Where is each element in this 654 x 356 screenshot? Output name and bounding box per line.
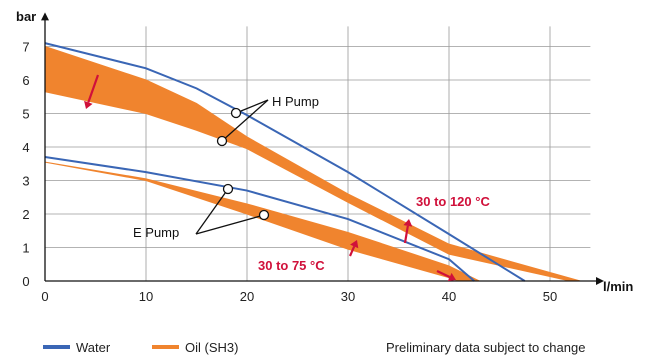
legend-water-label: Water (76, 339, 111, 355)
axes (41, 12, 604, 285)
oil-bands (44, 45, 581, 282)
arrow-h-pump-oil-head (84, 100, 93, 109)
h-pump-marker-oil (216, 135, 228, 147)
y-axis-arrowhead (41, 12, 49, 21)
arrow-h-pump-oil (84, 74, 100, 109)
y-tick-2: 2 (22, 207, 29, 222)
arrow-high-range-head (403, 219, 413, 227)
temp-range-high-label: 30 to 120 °C (416, 194, 490, 209)
y-tick-5: 5 (22, 107, 29, 122)
grid-lines (45, 26, 591, 281)
arrow-low-range (348, 240, 359, 257)
footnote: Preliminary data subject to change (386, 339, 586, 355)
legend-oil: Oil (SH3) (152, 338, 238, 356)
h-pump-leader-oil (221, 99, 269, 142)
arrow-e-pump-end-shaft (436, 270, 451, 278)
legend-oil-swatch (152, 345, 179, 349)
h-pump-leader-water (235, 99, 269, 114)
arrow-h-pump-oil-shaft (87, 74, 100, 103)
h-pump-leaders (216, 99, 269, 147)
water-curves (44, 42, 526, 282)
legend-oil-label: Oil (SH3) (185, 339, 239, 355)
legend-water-swatch (43, 345, 70, 349)
h-pump-label: H Pump (272, 94, 319, 109)
arrow-low-range-shaft (348, 245, 356, 257)
e-pump-leader-water (195, 188, 229, 235)
legend-water: Water (43, 338, 110, 356)
x-axis-label: l/min (603, 279, 633, 294)
h-pump-marker-water (230, 107, 242, 119)
arrow-low-range-head (350, 240, 359, 249)
x-tick-30: 30 (341, 289, 355, 304)
e-pump-leader-oil (195, 214, 265, 235)
oil-band-h-pump (44, 45, 581, 282)
tick-labels: 0 10 20 30 40 50 0 1 2 3 4 5 6 7 (22, 40, 557, 305)
arrow-e-pump-end (436, 270, 456, 282)
arrow-e-pump-end-head (447, 272, 456, 282)
e-pump-label: E Pump (133, 225, 179, 240)
temperature-arrows (84, 74, 456, 282)
e-pump-leaders (195, 183, 270, 235)
x-tick-0: 0 (41, 289, 48, 304)
y-axis-label: bar (16, 9, 36, 24)
water-curve-e-pump (44, 156, 475, 282)
y-tick-0: 0 (22, 274, 29, 289)
x-tick-50: 50 (543, 289, 557, 304)
y-tick-1: 1 (22, 241, 29, 256)
y-tick-6: 6 (22, 73, 29, 88)
temp-range-low-label: 30 to 75 °C (258, 258, 325, 273)
e-pump-marker-water (222, 183, 234, 195)
y-tick-7: 7 (22, 40, 29, 55)
y-tick-4: 4 (22, 140, 29, 155)
y-tick-3: 3 (22, 174, 29, 189)
arrow-high-range-shaft (403, 225, 409, 244)
x-tick-20: 20 (240, 289, 254, 304)
x-axis-arrowhead (596, 277, 604, 285)
x-tick-40: 40 (442, 289, 456, 304)
e-pump-marker-oil (258, 209, 270, 221)
x-tick-10: 10 (139, 289, 153, 304)
arrow-high-range (403, 219, 413, 244)
water-curve-h-pump (44, 42, 526, 282)
